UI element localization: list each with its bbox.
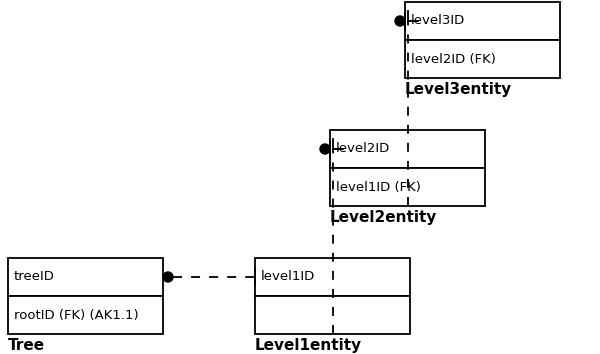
Bar bbox=[405, 2, 560, 40]
Bar bbox=[330, 168, 485, 206]
Text: level1ID (FK): level1ID (FK) bbox=[336, 181, 421, 194]
Bar bbox=[405, 40, 560, 78]
Text: treeID: treeID bbox=[14, 270, 55, 284]
Circle shape bbox=[320, 144, 330, 154]
Text: rootID (FK) (AK1.1): rootID (FK) (AK1.1) bbox=[14, 308, 139, 321]
Text: Level3entity: Level3entity bbox=[405, 82, 512, 97]
Bar bbox=[8, 258, 163, 296]
Bar bbox=[330, 130, 485, 168]
Bar bbox=[255, 296, 410, 334]
Circle shape bbox=[163, 272, 173, 282]
Bar bbox=[8, 296, 163, 334]
Text: Level2entity: Level2entity bbox=[330, 210, 437, 225]
Text: Tree: Tree bbox=[8, 338, 45, 353]
Text: level2ID: level2ID bbox=[336, 143, 390, 155]
Circle shape bbox=[395, 16, 405, 26]
Text: level1ID: level1ID bbox=[261, 270, 315, 284]
Text: Level1entity: Level1entity bbox=[255, 338, 362, 353]
Bar bbox=[255, 258, 410, 296]
Text: level3ID: level3ID bbox=[411, 15, 465, 28]
Text: level2ID (FK): level2ID (FK) bbox=[411, 52, 496, 65]
